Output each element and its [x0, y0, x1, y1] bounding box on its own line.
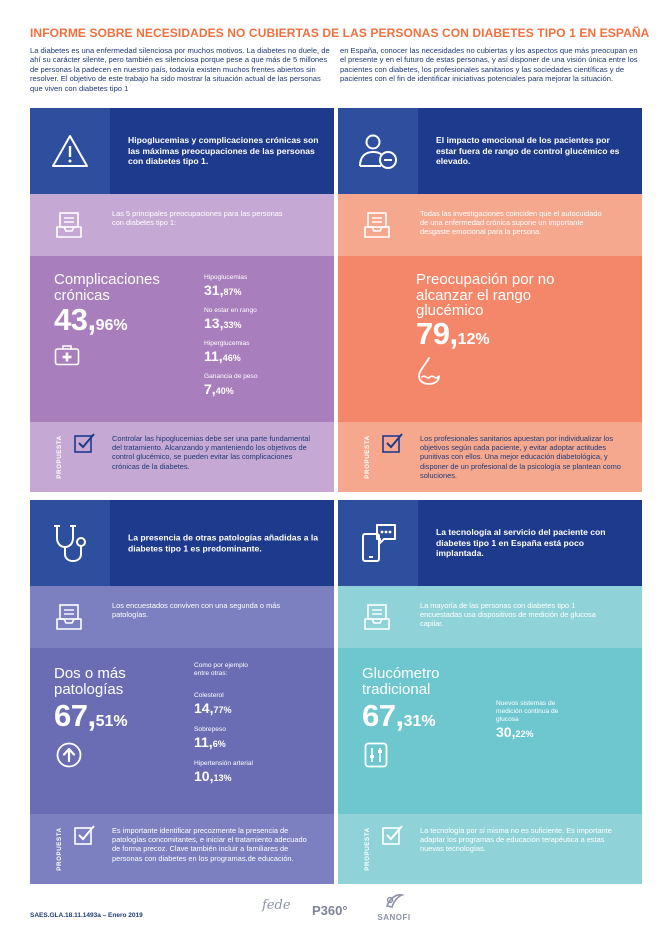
panel-subheader-text: Todas las investigaciones coinciden que …	[420, 209, 602, 237]
panel-header: La presencia de otras patologías añadida…	[30, 500, 334, 586]
proposal-label: PROPUESTA	[56, 435, 64, 479]
checkbox-check-icon	[382, 825, 403, 845]
user-minus-icon-box	[338, 108, 418, 194]
panel-stats: Preocupación por no alcanzar el rango gl…	[338, 256, 642, 422]
user-minus-icon	[359, 134, 397, 169]
stat-item: No estar en rango 13,33%	[204, 307, 257, 331]
document-tray-icon	[364, 604, 390, 630]
panel-subheader: Los encuestados conviven con una segunda…	[30, 586, 334, 648]
panel-header: La tecnología al servicio del paciente c…	[338, 500, 642, 586]
checkbox-check-icon	[74, 433, 95, 453]
intro-right: en España, conocer las necesidades no cu…	[340, 46, 638, 84]
document-code: SAES.GLA.18.11.1493a – Enero 2019	[30, 912, 143, 919]
phone-chat-icon	[362, 524, 396, 562]
panel-otras-patologias: La presencia de otras patologías añadida…	[30, 500, 334, 884]
panel-header: Hipoglucemias y complicaciones crónicas …	[30, 108, 334, 194]
intro-left: La diabetes es una enfermedad silenciosa…	[30, 46, 330, 93]
page-title: INFORME SOBRE NECESIDADES NO CUBIERTAS D…	[30, 26, 650, 40]
stat-item: Nuevos sistemas de medición continua de …	[496, 700, 559, 740]
document-tray-icon	[56, 212, 82, 238]
main-stat-label: Complicaciones crónicas	[54, 271, 160, 304]
panel-proposal: PROPUESTA Es importante identificar prec…	[30, 814, 334, 884]
stat-item: Sobrepeso 11,6%	[194, 726, 226, 750]
logo-sanofi: SANOFI	[372, 892, 416, 922]
panel-subheader: Las 5 principales preocupaciones para la…	[30, 194, 334, 256]
main-stat-label: Preocupación por no alcanzar el rango gl…	[416, 271, 555, 319]
panel-header-text: El impacto emocional de los pacientes po…	[436, 135, 620, 167]
panel-subheader: Todas las investigaciones coinciden que …	[338, 194, 642, 256]
panel-header: El impacto emocional de los pacientes po…	[338, 108, 642, 194]
panel-impacto-emocional: El impacto emocional de los pacientes po…	[338, 108, 642, 492]
panel-subheader: La mayoría de las personas con diabetes …	[338, 586, 642, 648]
panel-stats: Complicaciones crónicas 43,96% Hipogluce…	[30, 256, 334, 422]
proposal-text: Controlar las hipoglucemias debe ser una…	[112, 434, 311, 471]
main-stat-label: Dos o más patologías	[54, 665, 126, 698]
panel-header-text: La tecnología al servicio del paciente c…	[436, 527, 606, 559]
panel-proposal: PROPUESTA Los profesionales sanitarios a…	[338, 422, 642, 492]
document-tray-icon	[56, 604, 82, 630]
panel-subheader-text: Los encuestados conviven con una segunda…	[112, 601, 281, 620]
panel-stats: Glucómetro tradicional 67,31% Nuevos sis…	[338, 648, 642, 814]
panel-subheader-text: Las 5 principales preocupaciones para la…	[112, 209, 283, 228]
stethoscope-icon-box	[30, 500, 110, 586]
stat-item: Colesterol 14,77%	[194, 692, 232, 716]
proposal-label: PROPUESTA	[364, 827, 372, 871]
proposal-text: Es importante identificar precozmente la…	[112, 826, 307, 863]
checkbox-check-icon	[382, 433, 403, 453]
panel-stats: Dos o más patologías 67,51% Como por eje…	[30, 648, 334, 814]
logo-fede: fede	[262, 898, 291, 913]
main-stat-value: 67,31%	[362, 698, 436, 733]
main-stat-label: Glucómetro tradicional	[362, 665, 440, 698]
panel-tecnologia: La tecnología al servicio del paciente c…	[338, 500, 642, 884]
medical-kit-icon	[54, 345, 80, 366]
sanofi-bird-icon	[385, 893, 405, 908]
proposal-label: PROPUESTA	[56, 827, 64, 871]
logo-p360: P360°	[312, 903, 348, 918]
panel-proposal: PROPUESTA La tecnología por sí misma no …	[338, 814, 642, 884]
glucose-drop-icon	[418, 357, 440, 385]
arrow-up-circle-icon	[56, 742, 82, 768]
checkbox-check-icon	[74, 825, 95, 845]
stat-item: Hiperglucemias 11,46%	[204, 340, 250, 364]
panel-header-text: La presencia de otras patologías añadida…	[128, 532, 319, 553]
warning-icon	[52, 135, 88, 167]
panel-subheader-text: La mayoría de las personas con diabetes …	[420, 601, 596, 629]
main-stat-value: 79,12%	[416, 316, 490, 351]
panel-header-text: Hipoglucemias y complicaciones crónicas …	[128, 135, 319, 167]
stat-item: Hipertensión arterial 10,13%	[194, 760, 254, 784]
panel-hipoglucemias: Hipoglucemias y complicaciones crónicas …	[30, 108, 334, 492]
stat-item: Hipoglucemias 31,87%	[204, 274, 248, 298]
stat-item: Ganancia de peso 7,40%	[204, 373, 258, 397]
warning-icon-box	[30, 108, 110, 194]
phone-chat-icon-box	[338, 500, 418, 586]
device-sliders-icon	[364, 742, 388, 768]
stethoscope-icon	[54, 525, 86, 563]
panel-proposal: PROPUESTA Controlar las hipoglucemias de…	[30, 422, 334, 492]
document-tray-icon	[364, 212, 390, 238]
example-label: Como por ejemplo entre otras:	[194, 662, 248, 677]
main-stat-value: 43,96%	[54, 302, 128, 337]
main-stat-value: 67,51%	[54, 698, 128, 733]
proposal-text: Los profesionales sanitarios apuestan po…	[420, 434, 621, 480]
proposal-label: PROPUESTA	[364, 435, 372, 479]
proposal-text: La tecnología por sí misma no es suficie…	[420, 826, 612, 854]
